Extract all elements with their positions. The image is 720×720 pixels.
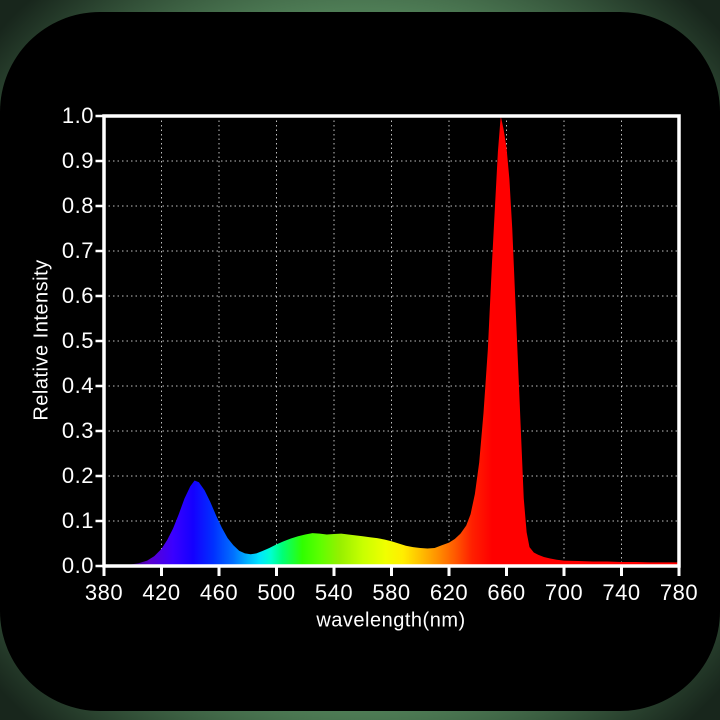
y-tick-label: 0.2 (61, 463, 94, 488)
x-tick-label: 580 (372, 580, 411, 605)
x-tick-label: 660 (487, 580, 526, 605)
y-tick-label: 0.5 (61, 328, 94, 353)
y-tick-label: 0.6 (61, 283, 94, 308)
x-tick-label: 700 (544, 580, 584, 605)
x-tick-label: 540 (314, 580, 354, 605)
y-tick-label: 0.0 (61, 553, 94, 578)
x-tick-label: 740 (602, 580, 641, 605)
x-tick-label: 380 (84, 580, 124, 605)
x-tick-label: 460 (199, 580, 239, 605)
plot-area (95, 114, 681, 576)
plot-border (102, 114, 681, 568)
x-tick-label: 500 (257, 580, 296, 605)
x-tick-label: 620 (429, 580, 469, 605)
x-axis-title: wavelength(nm) (316, 609, 466, 632)
y-tick-label: 0.4 (61, 373, 94, 398)
y-tick-label: 0.7 (61, 238, 94, 263)
y-tick-label: 0.3 (61, 418, 94, 443)
x-tick-label: 420 (142, 580, 181, 605)
y-tick-label: 0.8 (61, 193, 94, 218)
y-tick-label: 0.1 (61, 508, 94, 533)
spectrum-card (0, 12, 720, 711)
y-tick-label: 1.0 (61, 103, 94, 128)
x-tick-label: 780 (659, 580, 699, 605)
y-axis-title: Relative Intensity (30, 259, 53, 421)
y-tick-label: 0.9 (61, 148, 94, 173)
